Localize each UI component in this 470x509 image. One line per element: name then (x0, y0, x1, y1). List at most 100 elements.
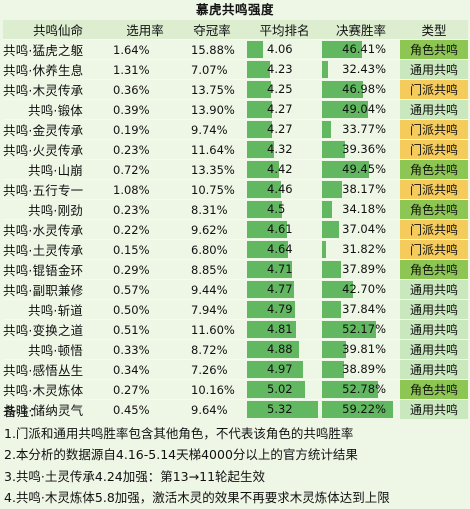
average-rank-bar: 5.32 (247, 401, 322, 418)
cell-type: 通用共鸣 (400, 299, 468, 320)
column-header-final-win-rate: 决赛胜率 (322, 20, 400, 40)
table-body: 共鸣·猛虎之躯 1.64% 15.88% 4.06 46.41% 角色共鸣 共鸣·休养生息 1… (3, 39, 468, 419)
cell-name: 共鸣·金灵传承 (3, 119, 113, 140)
table-row: 共鸣·变换之道 0.51% 11.60% 4.81 52.17% 通用共鸣 (3, 319, 468, 340)
final-win-rate-value: 37.84% (342, 302, 386, 316)
final-win-rate-bar-fill (322, 101, 369, 118)
cell-average-rank: 4.46 (247, 179, 322, 200)
average-rank-bar-fill (247, 321, 296, 338)
average-rank-bar-fill (247, 181, 281, 198)
cell-name: 共鸣·休养生息 (3, 59, 113, 80)
average-rank-value: 4.42 (267, 162, 293, 176)
cell-name: 共鸣·储纳灵气 (3, 399, 113, 419)
average-rank-bar: 4.61 (247, 221, 322, 238)
final-win-rate-value: 52.78% (342, 382, 386, 396)
cell-pick-rate: 1.31% (113, 59, 177, 80)
cell-champion-rate: 11.60% (177, 319, 247, 340)
average-rank-value: 4.06 (267, 42, 293, 56)
average-rank-value: 4.46 (267, 182, 293, 196)
cell-type: 角色共鸣 (400, 379, 468, 400)
strength-table-figure: 慕虎共鸣强度 共鸣仙命 选用率 夺冠率 平均排名 决赛胜率 类型 共鸣·猛虎之躯… (3, 2, 468, 505)
average-rank-bar-fill (247, 341, 300, 358)
table-row: 共鸣·储纳灵气 0.45% 9.64% 5.32 59.22% 通用共鸣 (3, 399, 468, 419)
cell-final-win-rate: 32.43% (322, 59, 400, 80)
cell-champion-rate: 8.31% (177, 199, 247, 220)
final-win-rate-value: 42.70% (342, 282, 386, 296)
cell-name: 共鸣·变换之道 (3, 319, 113, 340)
cell-pick-rate: 0.39% (113, 99, 177, 120)
cell-average-rank: 4.25 (247, 79, 322, 100)
cell-type: 门派共鸣 (400, 239, 468, 260)
average-rank-bar-fill (247, 361, 304, 378)
cell-type: 角色共鸣 (400, 259, 468, 280)
chart-title: 慕虎共鸣强度 (195, 2, 274, 17)
cell-name: 共鸣·土灵传承 (3, 239, 113, 260)
cell-champion-rate: 10.75% (177, 179, 247, 200)
final-win-rate-bar: 37.89% (322, 261, 400, 278)
cell-type: 门派共鸣 (400, 139, 468, 160)
cell-champion-rate: 8.85% (177, 259, 247, 280)
final-win-rate-bar-fill (322, 301, 342, 318)
final-win-rate-bar: 37.04% (322, 221, 400, 238)
cell-champion-rate: 7.26% (177, 359, 247, 380)
table-row: 共鸣·土灵传承 0.15% 6.80% 4.64 31.82% 门派共鸣 (3, 239, 468, 260)
cell-final-win-rate: 49.04% (322, 99, 400, 120)
cell-pick-rate: 0.72% (113, 159, 177, 180)
cell-name: 共鸣·顿悟 (3, 339, 113, 360)
cell-type: 通用共鸣 (400, 319, 468, 340)
final-win-rate-value: 39.36% (342, 142, 386, 156)
cell-average-rank: 4.06 (247, 39, 322, 60)
cell-champion-rate: 9.64% (177, 399, 247, 419)
average-rank-bar: 4.88 (247, 341, 322, 358)
cell-type: 通用共鸣 (400, 99, 468, 120)
cell-name: 共鸣·五行专一 (3, 179, 113, 200)
final-win-rate-bar-fill (322, 281, 353, 298)
cell-type: 门派共鸣 (400, 79, 468, 100)
note-line-4: 4.共鸣·木灵炼体5.8加强，激活木灵的效果不再要求木灵炼体达到上限 (4, 490, 390, 505)
cell-pick-rate: 0.34% (113, 359, 177, 380)
final-win-rate-value: 34.18% (342, 202, 386, 216)
cell-champion-rate: 6.80% (177, 239, 247, 260)
note-line-1: 1.门派和通用共鸣胜率包含其他角色，不代表该角色的共鸣胜率 (4, 425, 354, 441)
cell-type: 通用共鸣 (400, 59, 468, 80)
table-row: 共鸣·锟铻金环 0.29% 8.85% 4.71 37.89% 角色共鸣 (3, 259, 468, 280)
final-win-rate-bar: 49.04% (322, 101, 400, 118)
average-rank-value: 4.79 (267, 302, 293, 316)
cell-name: 共鸣·火灵传承 (3, 139, 113, 160)
final-win-rate-bar-fill (322, 141, 345, 158)
final-win-rate-value: 32.43% (342, 62, 386, 76)
cell-type: 门派共鸣 (400, 119, 468, 140)
final-win-rate-bar-fill (322, 221, 340, 238)
cell-name: 共鸣·刚劲 (3, 199, 113, 220)
average-rank-value: 4.23 (267, 62, 293, 76)
average-rank-value: 4.25 (267, 82, 293, 96)
average-rank-bar-fill (247, 261, 292, 278)
average-rank-value: 4.81 (267, 322, 293, 336)
final-win-rate-bar: 39.81% (322, 341, 400, 358)
average-rank-bar: 4.77 (247, 281, 322, 298)
final-win-rate-value: 49.45% (342, 162, 386, 176)
cell-pick-rate: 0.50% (113, 299, 177, 320)
table-row: 共鸣·火灵传承 0.23% 11.64% 4.32 39.36% 门派共鸣 (3, 139, 468, 160)
table-row: 共鸣·水灵传承 0.22% 9.62% 4.61 37.04% 门派共鸣 (3, 219, 468, 240)
cell-pick-rate: 0.19% (113, 119, 177, 140)
average-rank-bar: 4.23 (247, 61, 322, 78)
final-win-rate-bar-fill (322, 181, 342, 198)
final-win-rate-value: 46.98% (342, 82, 386, 96)
final-win-rate-bar-fill (322, 361, 344, 378)
cell-name: 共鸣·水灵传承 (3, 219, 113, 240)
final-win-rate-bar-fill (322, 381, 378, 398)
cell-average-rank: 4.81 (247, 319, 322, 340)
final-win-rate-bar-fill (322, 321, 377, 338)
final-win-rate-value: 31.82% (342, 242, 386, 256)
cell-name: 共鸣·山崩 (3, 159, 113, 180)
table-row: 共鸣·副职兼修 0.57% 9.44% 4.77 42.70% 通用共鸣 (3, 279, 468, 300)
cell-name: 共鸣·斩道 (3, 299, 113, 320)
average-rank-bar-fill (247, 101, 273, 118)
cell-pick-rate: 0.33% (113, 339, 177, 360)
average-rank-bar: 4.25 (247, 81, 322, 98)
average-rank-value: 4.27 (267, 102, 293, 116)
final-win-rate-bar-fill (322, 81, 364, 98)
notes-section: 备注： 1.门派和通用共鸣胜率包含其他角色，不代表该角色的共鸣胜率 2.本分析的… (4, 401, 468, 509)
column-header-average-rank: 平均排名 (247, 20, 322, 40)
